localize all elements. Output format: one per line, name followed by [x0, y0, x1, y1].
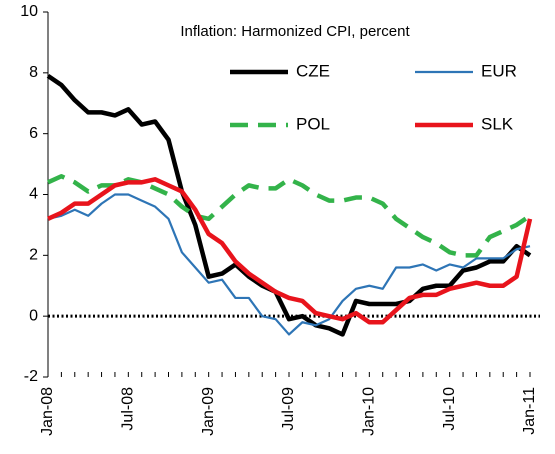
x-tick-label: Jan-10 — [361, 387, 378, 436]
y-tick-label: 10 — [20, 3, 38, 20]
x-tick-label: Jul-09 — [280, 387, 297, 431]
y-tick-label: 6 — [29, 125, 38, 142]
chart-title: Inflation: Harmonized CPI, percent — [180, 23, 410, 40]
y-tick-label: 0 — [29, 307, 38, 324]
y-tick-label: -2 — [24, 368, 38, 385]
x-tick-label: Jul-08 — [120, 387, 137, 431]
x-tick-label: Jul-10 — [441, 387, 458, 431]
x-tick-label: Jan-09 — [200, 387, 217, 436]
legend-label: POL — [296, 114, 330, 133]
line-series — [47, 177, 533, 325]
x-tick-label: Jan-11 — [521, 387, 538, 435]
line-series — [46, 74, 532, 337]
x-tick-label: Jan-08 — [39, 387, 56, 436]
legend-label: EUR — [481, 61, 517, 80]
line-series — [47, 193, 531, 336]
y-tick-label: 4 — [29, 186, 38, 203]
line-series — [47, 174, 532, 258]
y-tick-label: 8 — [29, 64, 38, 81]
legend-label: CZE — [296, 61, 330, 80]
y-tick-label: 2 — [29, 247, 38, 264]
legend-label: SLK — [481, 114, 514, 133]
